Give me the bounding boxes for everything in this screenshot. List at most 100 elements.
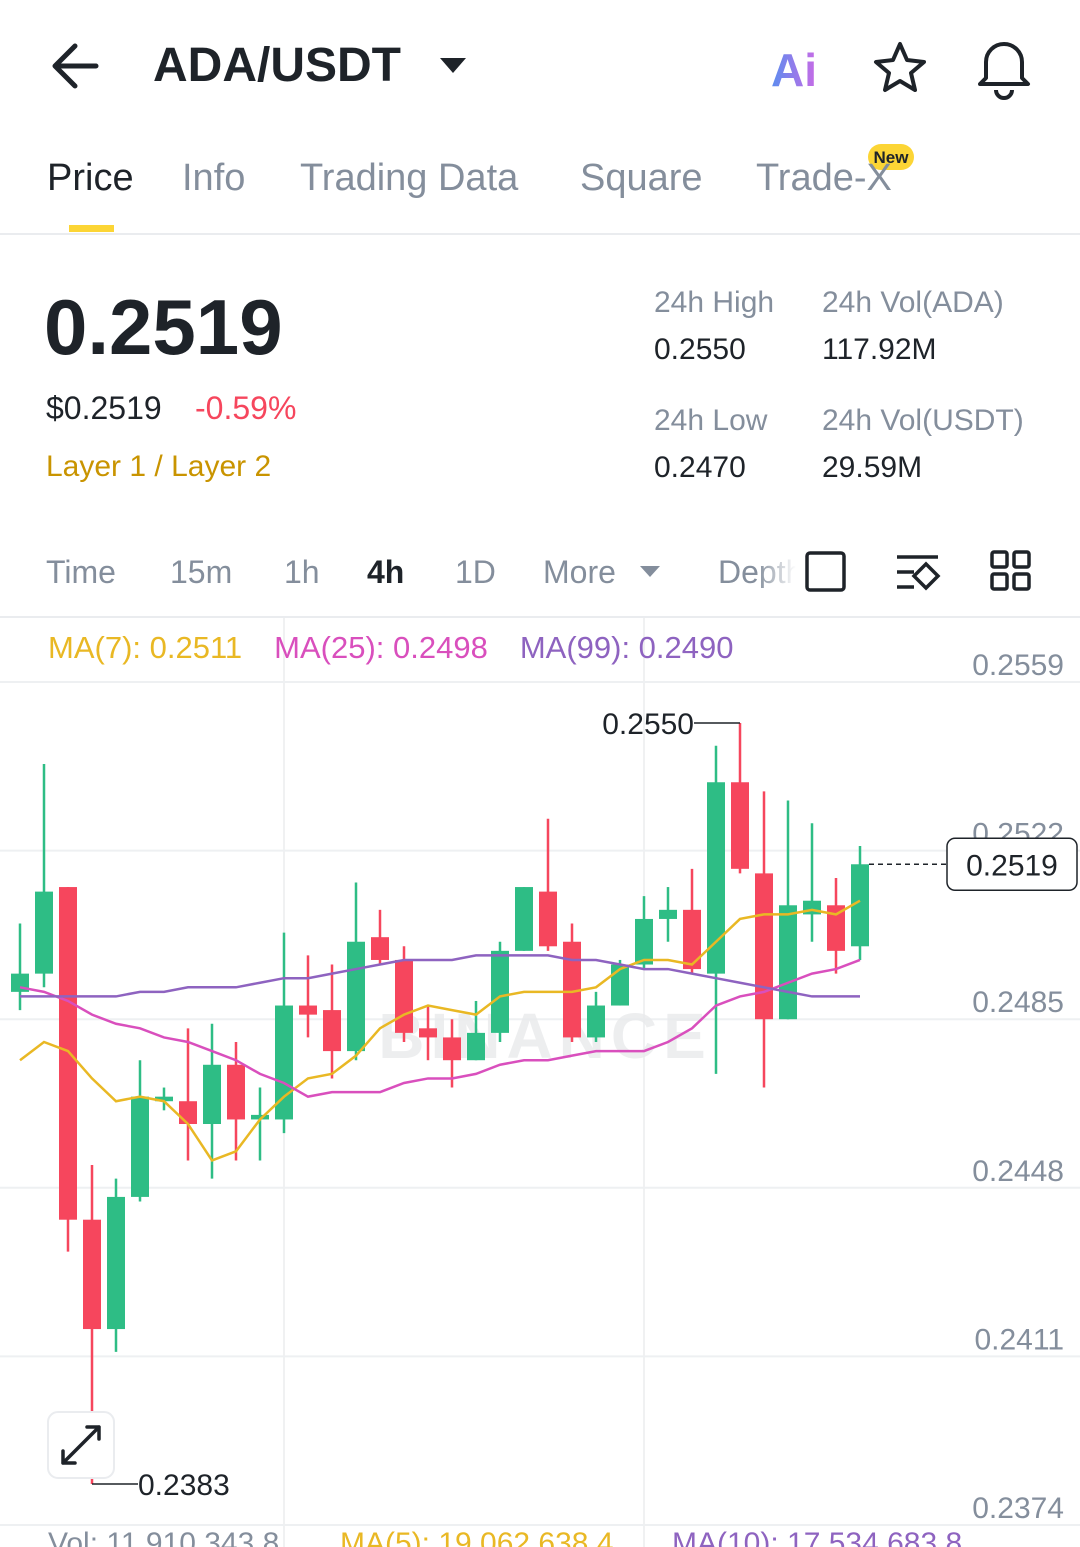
dropdown-icon[interactable] bbox=[440, 58, 466, 73]
candle-body bbox=[131, 1096, 149, 1197]
candle-body bbox=[539, 891, 557, 947]
legend-entry: MA(25): 0.2498 bbox=[274, 630, 488, 665]
back-icon[interactable] bbox=[52, 43, 99, 89]
legend-entry: MA(7): 0.2511 bbox=[48, 630, 242, 665]
stat-label: 24h Vol(ADA) bbox=[822, 286, 1004, 319]
candle-body bbox=[371, 937, 389, 960]
tab[interactable]: Trading Data bbox=[300, 157, 519, 199]
candle-body bbox=[107, 1196, 125, 1330]
usd-price: $0.2519 bbox=[46, 390, 162, 426]
candle-body bbox=[563, 941, 581, 1038]
candle-body bbox=[227, 1064, 245, 1120]
header-icons: Ai New bbox=[0, 42, 1080, 618]
candle-body bbox=[467, 1032, 485, 1061]
stat-label: 24h Vol(USDT) bbox=[822, 404, 1024, 437]
candle-body bbox=[491, 950, 509, 1033]
tab-indicator bbox=[69, 225, 114, 232]
y-tick-label: 0.2559 bbox=[972, 649, 1064, 682]
candle-body bbox=[419, 1028, 437, 1038]
fullscreen-icon[interactable] bbox=[805, 551, 846, 592]
candle-body bbox=[443, 1037, 461, 1061]
candle-body bbox=[635, 918, 653, 965]
candle-body bbox=[275, 1005, 293, 1120]
price-change: -0.59% bbox=[195, 390, 297, 426]
y-tick-label: 0.2411 bbox=[974, 1323, 1064, 1356]
settings-icon[interactable] bbox=[897, 555, 938, 589]
candle-body bbox=[155, 1096, 173, 1102]
timeframe[interactable]: More bbox=[543, 554, 616, 590]
new-badge: New bbox=[874, 148, 910, 167]
candle-body bbox=[299, 1005, 317, 1015]
ma-line bbox=[19, 899, 861, 1162]
max-label: 0.2550 bbox=[602, 708, 694, 741]
ai-icon[interactable]: Ai bbox=[771, 44, 817, 96]
last-price-label: 0.2519 bbox=[966, 849, 1058, 882]
toolbar-icons bbox=[805, 550, 1031, 592]
volume-legend: Vol: 11,910,343.8 bbox=[48, 1527, 279, 1547]
y-tick-label: 0.2448 bbox=[972, 1155, 1064, 1188]
last-price: 0.2519 bbox=[44, 283, 283, 371]
candle-body bbox=[707, 782, 725, 974]
y-tick-label: 0.2485 bbox=[972, 986, 1064, 1019]
timeframe[interactable]: 1D bbox=[455, 554, 496, 590]
candle-body bbox=[755, 873, 773, 1020]
expand-icon bbox=[61, 1425, 101, 1465]
grid-icon[interactable] bbox=[1012, 550, 1031, 569]
pair-title[interactable]: ADA/USDT bbox=[153, 39, 401, 92]
candle-body bbox=[611, 964, 629, 1006]
tab[interactable]: Trade-X bbox=[756, 157, 892, 199]
candle-body bbox=[35, 891, 53, 974]
sector-tag[interactable]: Layer 1 / Layer 2 bbox=[46, 450, 272, 483]
stat-value: 29.59M bbox=[822, 451, 923, 484]
candle-body bbox=[59, 887, 77, 1220]
ma-line bbox=[19, 958, 861, 1098]
timeframe[interactable]: 4h bbox=[367, 554, 405, 590]
y-tick-label: 0.2374 bbox=[972, 1492, 1064, 1525]
candle-body bbox=[323, 1010, 341, 1052]
candle-body bbox=[347, 941, 365, 1052]
volume-legend: MA(5): 19,062,638.4 bbox=[340, 1527, 614, 1547]
stat-label: 24h Low bbox=[654, 404, 768, 437]
candle-body bbox=[659, 909, 677, 919]
candle-body bbox=[203, 1064, 221, 1125]
stat-value: 0.2470 bbox=[654, 451, 746, 484]
ma-line bbox=[20, 954, 860, 998]
stat-label: 24h High bbox=[654, 286, 775, 319]
min-label: 0.2383 bbox=[138, 1469, 230, 1502]
candle-body bbox=[731, 782, 749, 869]
last-price-box bbox=[946, 837, 1078, 892]
stat-value: 117.92M bbox=[822, 333, 937, 366]
expand-button[interactable] bbox=[47, 1411, 115, 1479]
candle-body bbox=[83, 1219, 101, 1330]
new-badge-bg bbox=[868, 144, 914, 170]
star-icon[interactable] bbox=[874, 42, 926, 92]
candle-body bbox=[395, 959, 413, 1033]
settings-icon-diamond[interactable] bbox=[911, 561, 941, 591]
grid-icon[interactable] bbox=[990, 572, 1009, 591]
timeframe[interactable]: 15m bbox=[170, 554, 233, 590]
candle-body bbox=[683, 909, 701, 970]
tab[interactable]: Square bbox=[580, 157, 703, 199]
grid-icon[interactable] bbox=[1012, 572, 1031, 591]
timeframe[interactable]: 1h bbox=[284, 554, 320, 590]
timeframe[interactable]: Depth bbox=[718, 556, 796, 588]
candle-body bbox=[827, 905, 845, 951]
candle-body bbox=[851, 864, 869, 947]
candle-body bbox=[803, 900, 821, 915]
legend-entry: MA(99): 0.2490 bbox=[520, 630, 734, 665]
candle-body bbox=[179, 1101, 197, 1125]
grid-icon[interactable] bbox=[990, 550, 1009, 569]
bell-icon[interactable] bbox=[978, 42, 1030, 100]
more-caret[interactable] bbox=[640, 566, 660, 577]
candle-body bbox=[779, 905, 797, 1020]
tab[interactable]: Info bbox=[182, 157, 246, 199]
candle-body bbox=[515, 887, 533, 951]
volume-legend: MA(10): 17,534,683.8 bbox=[672, 1527, 962, 1547]
stat-value: 0.2550 bbox=[654, 333, 746, 366]
timeframe[interactable]: Time bbox=[46, 554, 116, 590]
candle-body bbox=[587, 1005, 605, 1038]
tab[interactable]: Price bbox=[47, 157, 134, 199]
candle-body bbox=[251, 1114, 269, 1120]
